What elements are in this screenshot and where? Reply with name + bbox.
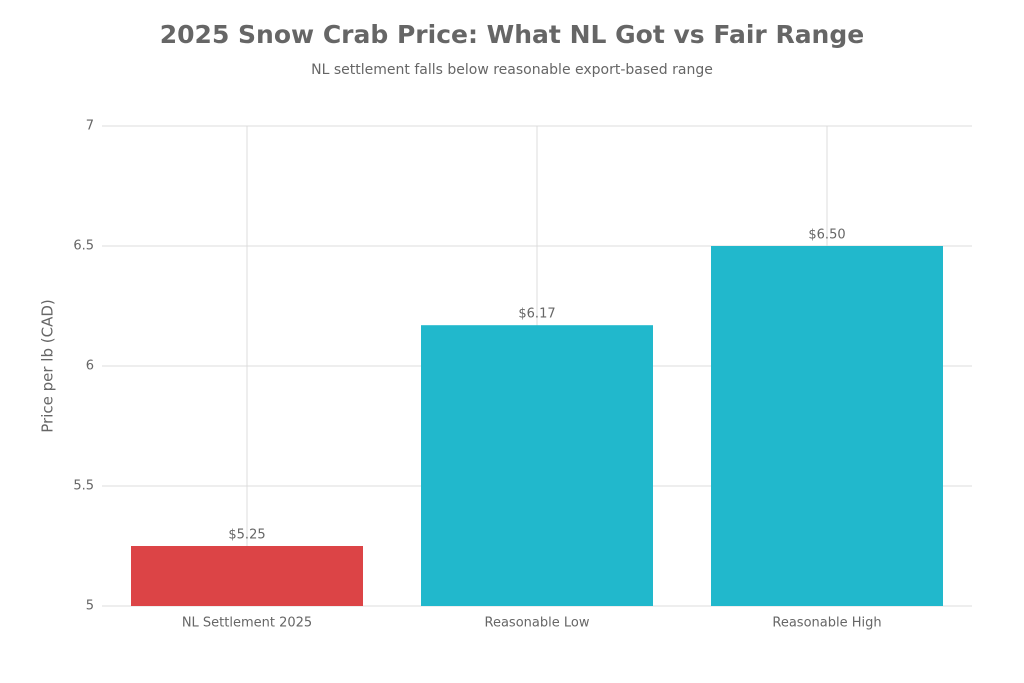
value-label: $6.17 [518,307,555,322]
bar [711,246,943,606]
value-label: $5.25 [228,528,265,543]
x-tick-label: NL Settlement 2025 [182,616,312,631]
bar [131,546,363,606]
y-tick-label: 6.5 [73,239,94,254]
y-tick-label: 6 [86,359,94,374]
chart-subtitle: NL settlement falls below reasonable exp… [311,62,713,78]
bar [421,325,653,606]
y-axis-label: Price per lb (CAD) [39,299,57,433]
chart-title: 2025 Snow Crab Price: What NL Got vs Fai… [160,20,864,49]
y-tick-label: 5.5 [73,479,94,494]
y-tick-label: 7 [86,119,94,134]
x-tick-label: Reasonable Low [485,616,590,631]
y-tick-label: 5 [86,599,94,614]
x-tick-label: Reasonable High [772,616,881,631]
value-label: $6.50 [808,228,845,243]
